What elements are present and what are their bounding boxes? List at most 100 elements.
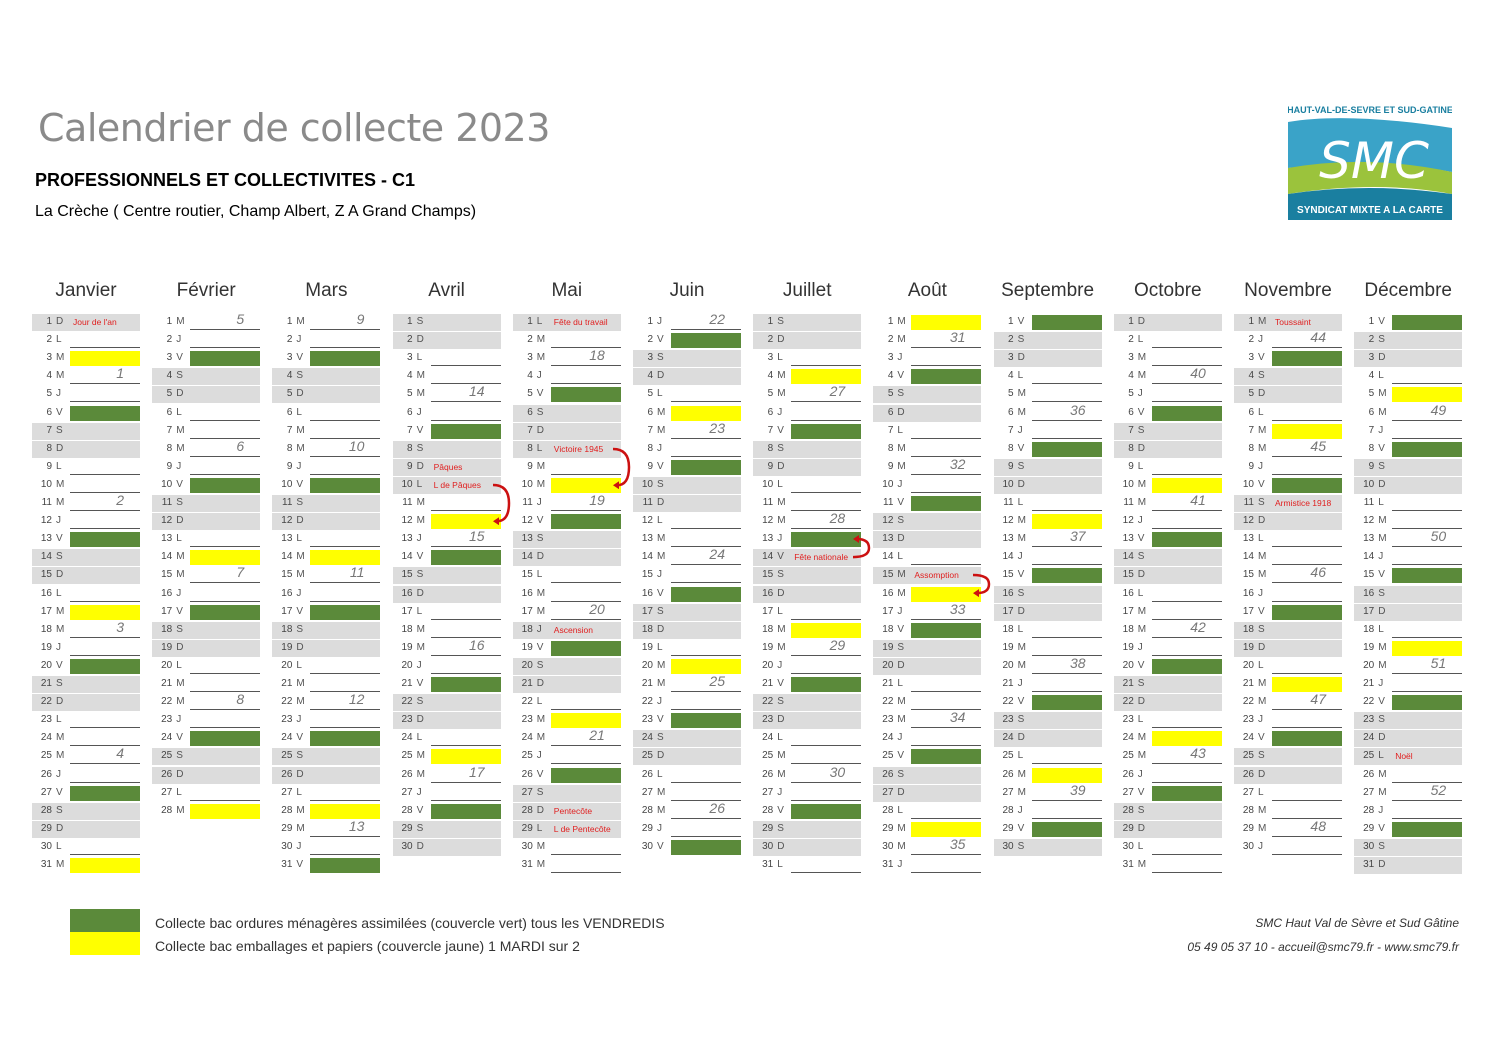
day-row: 19 L	[633, 640, 741, 657]
yellow-collection-cell	[1392, 387, 1463, 403]
day-letter: D	[176, 388, 184, 400]
day-row: 26 M	[393, 767, 501, 784]
day-cell	[70, 623, 140, 638]
day-row: 16 V	[633, 586, 741, 603]
day-row: 26 D	[272, 766, 381, 784]
green-collection-cell	[190, 351, 261, 367]
day-number: 30	[1002, 840, 1014, 852]
day-letter: J	[176, 460, 182, 472]
day-row: 26 M	[994, 767, 1102, 784]
day-number: 28	[161, 804, 173, 816]
day-letter: V	[657, 714, 664, 726]
day-cell	[70, 424, 140, 439]
day-number: 18	[521, 623, 533, 635]
day-row: 21 V	[393, 676, 501, 693]
day-number: 19	[1122, 641, 1134, 653]
day-number: 16	[40, 587, 52, 599]
day-letter: L	[1137, 714, 1144, 726]
day-letter: D	[176, 515, 184, 527]
legend-green-label: Collecte bac ordures ménagères assimilée…	[155, 915, 665, 931]
day-letter: V	[1017, 316, 1025, 327]
day-number: 14	[1242, 551, 1254, 563]
day-row: 22 V	[1354, 694, 1463, 711]
day-cell	[310, 822, 381, 837]
day-number: 26	[641, 768, 653, 780]
yellow-collection-cell	[70, 858, 140, 873]
day-number: 27	[281, 786, 293, 798]
day-letter: L	[777, 478, 783, 490]
day-cell	[1272, 695, 1342, 711]
day-row: 28 M	[633, 803, 741, 820]
day-number: 7	[166, 424, 173, 436]
day-letter: M	[657, 659, 666, 671]
day-cell	[190, 749, 260, 764]
day-letter: J	[536, 623, 542, 635]
yellow-collection-cell	[430, 749, 501, 765]
day-row: 27 L	[272, 785, 381, 802]
day-letter: L	[897, 678, 903, 689]
day-number: 8	[1008, 442, 1014, 454]
day-cell	[550, 605, 621, 620]
day-row: 13 L	[152, 531, 261, 548]
day-letter: M	[1017, 515, 1026, 527]
day-letter: D	[416, 840, 424, 852]
day-number: 4	[286, 370, 293, 382]
day-number: 29	[1122, 822, 1134, 834]
day-row: 20 V	[32, 658, 140, 675]
day-number: 3	[46, 352, 52, 364]
day-number: 25	[1242, 750, 1254, 762]
day-number: 16	[1122, 587, 1134, 599]
day-row: 16 S	[1354, 585, 1463, 603]
week-number: 3	[116, 618, 124, 635]
day-letter: D	[1258, 768, 1266, 780]
day-number: 2	[1128, 334, 1134, 346]
day-number: 16	[401, 587, 413, 599]
day-row: 19 M	[753, 640, 862, 657]
day-cell	[70, 496, 140, 511]
day-row: 17 D	[993, 603, 1102, 621]
day-number: 7	[1008, 424, 1014, 436]
day-letter: S	[657, 352, 664, 364]
day-letter: D	[657, 497, 665, 508]
day-letter: S	[536, 406, 544, 418]
day-letter: S	[1378, 714, 1385, 726]
day-row: 16 M	[873, 586, 982, 603]
day-number: 3	[166, 352, 173, 364]
green-collection-cell	[1031, 441, 1102, 457]
day-row: 12 M	[393, 513, 501, 530]
day-cell	[551, 532, 621, 547]
day-number: 22	[1242, 696, 1254, 708]
day-cell	[1272, 641, 1342, 656]
day-row: 12 V	[513, 513, 621, 530]
week-number: 44	[1310, 329, 1326, 346]
day-letter: M	[536, 478, 546, 490]
day-number: 16	[521, 587, 533, 599]
day-cell	[671, 786, 741, 801]
day-cell	[310, 768, 380, 783]
day-number: 3	[1128, 352, 1134, 364]
day-number: 24	[161, 732, 173, 744]
day-row: 12 S	[873, 513, 982, 531]
day-letter: D	[56, 696, 64, 708]
day-number: 17	[161, 605, 173, 617]
day-row: 10 J	[873, 477, 982, 494]
week-number: 37	[1070, 528, 1086, 545]
green-collection-cell	[1272, 477, 1342, 493]
day-row: 31 M	[32, 857, 140, 874]
day-letter: J	[1258, 460, 1263, 472]
day-number: 4	[887, 370, 894, 382]
week-number: 19	[589, 492, 605, 508]
day-cell	[1392, 550, 1463, 566]
day-number: 28	[1002, 804, 1014, 816]
day-row: 26 J	[1114, 767, 1222, 784]
day-cell	[190, 786, 261, 801]
day-number: 9	[286, 460, 293, 472]
